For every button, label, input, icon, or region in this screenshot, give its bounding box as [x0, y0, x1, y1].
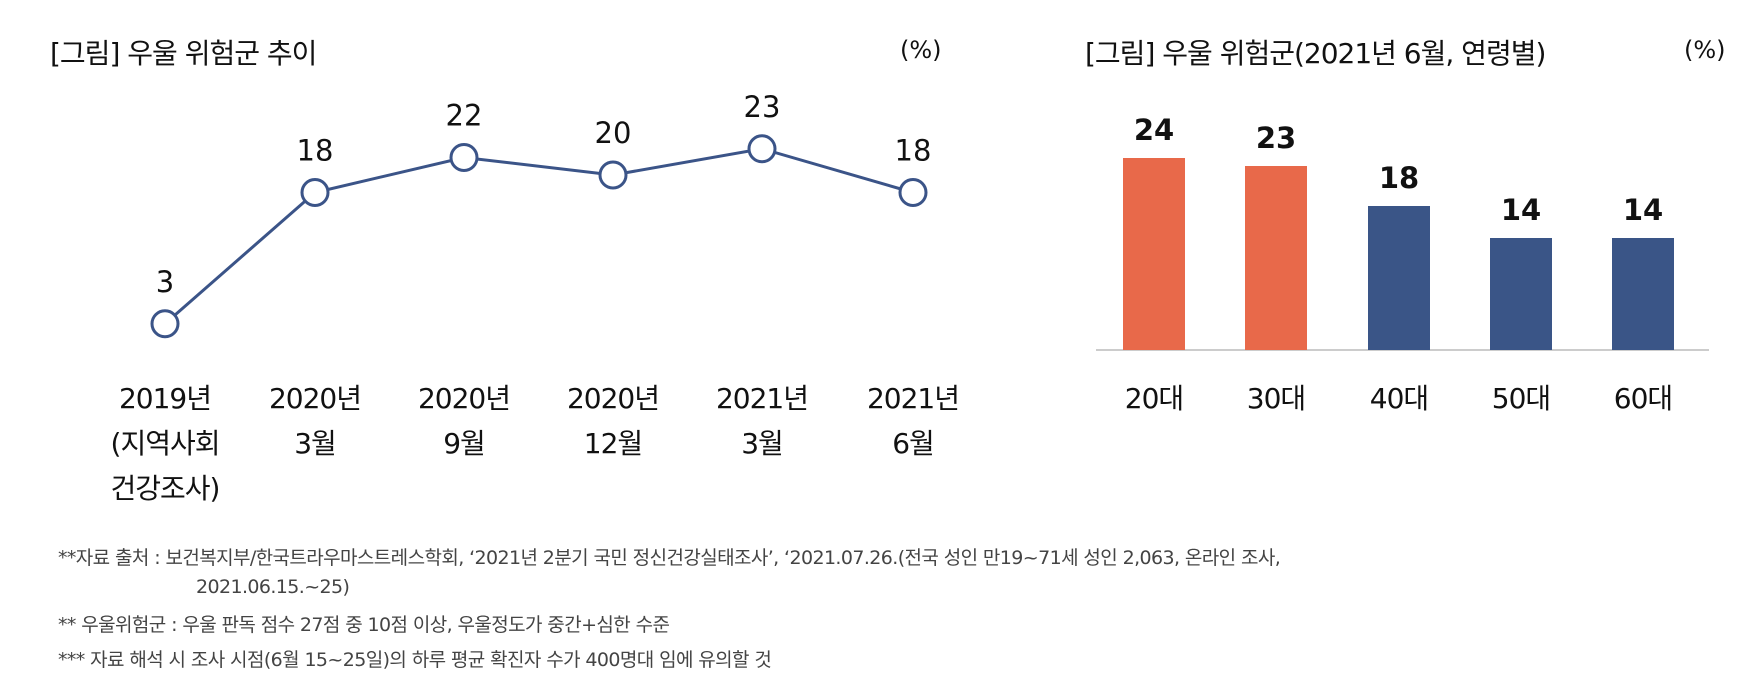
data-label: 18	[297, 134, 334, 168]
bar-value-label: 18	[1379, 161, 1419, 195]
x-tick-label: 20대	[1124, 382, 1184, 415]
data-point	[449, 143, 479, 172]
bar	[1123, 158, 1185, 350]
data-label: 20	[595, 116, 632, 150]
bar-chart-title: [그림] 우울 위험군(2021년 6월, 연령별)	[1085, 37, 1546, 70]
note-definition: ** 우울위험군 : 우울 판독 점수 27점 중 10점 이상, 우울정도가 …	[58, 614, 670, 636]
x-tick-label: 2021년 6월	[866, 382, 960, 460]
data-point	[150, 309, 180, 339]
note-source: **자료 출처 : 보건복지부/한국트라우마스트레스학회, ‘2021년 2분기…	[58, 547, 1281, 569]
x-tick-label: 2021년 3월	[715, 382, 809, 460]
line-chart-title: [그림] 우울 위험군 추이	[50, 37, 317, 70]
x-tick-label: 2020년 12월	[566, 382, 660, 460]
bar	[1490, 238, 1552, 350]
line-chart-unit: (%)	[900, 36, 942, 64]
data-label: 18	[895, 134, 932, 168]
note-caution: *** 자료 해석 시 조사 시점(6월 15~25일)의 하루 평균 확진자 …	[58, 649, 772, 671]
bar	[1245, 166, 1307, 350]
bar-value-label: 23	[1256, 121, 1296, 155]
x-tick-label: 2020년 9월	[417, 382, 511, 460]
x-tick-label: 40대	[1369, 382, 1429, 415]
bar-value-label: 24	[1134, 113, 1174, 147]
line-series	[164, 147, 914, 325]
data-point	[898, 178, 928, 207]
data-label: 23	[744, 90, 781, 124]
data-label: 3	[156, 265, 174, 299]
bar-chart-unit: (%)	[1684, 36, 1726, 64]
x-tick-label: 30대	[1246, 382, 1306, 415]
data-point	[598, 160, 628, 190]
x-tick-label: 2020년 3월	[268, 382, 362, 460]
bar	[1612, 238, 1674, 350]
note-source-cont: 2021.06.15.~25)	[196, 576, 350, 598]
x-tick-label: 50대	[1491, 382, 1551, 415]
data-point	[747, 134, 777, 164]
x-tick-label: 2019년 (지역사회 건강조사)	[110, 382, 221, 505]
bar	[1368, 206, 1430, 350]
bar-value-label: 14	[1623, 193, 1663, 227]
data-point	[300, 178, 330, 207]
bar-value-label: 14	[1501, 193, 1541, 227]
data-label: 22	[446, 99, 483, 133]
x-tick-label: 60대	[1613, 382, 1673, 415]
